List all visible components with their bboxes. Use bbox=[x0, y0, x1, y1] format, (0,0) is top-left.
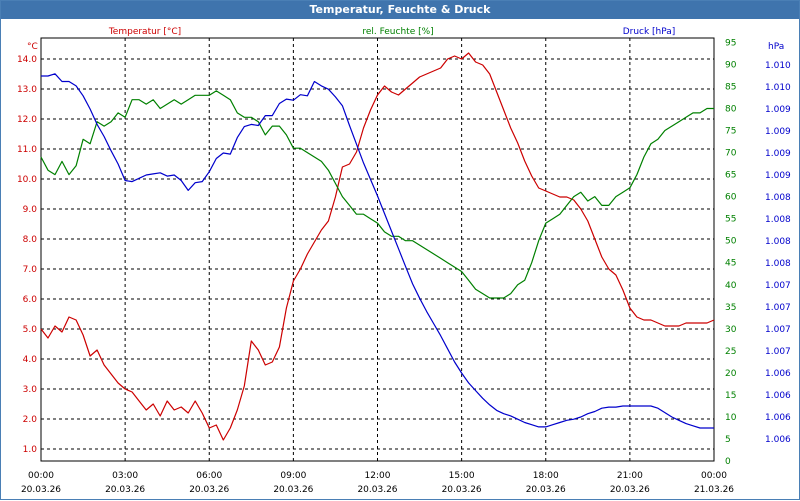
series-line-humidity bbox=[40, 90, 714, 299]
temperature-tick-label: 11.0 bbox=[17, 145, 37, 155]
temperature-tick-label: 14.0 bbox=[17, 55, 37, 65]
x-tick-date: 20.03.26 bbox=[273, 485, 313, 495]
x-tick-time: 00:00 bbox=[701, 471, 727, 481]
temperature-tick-label: 4.0 bbox=[23, 355, 38, 365]
x-tick-time: 21:00 bbox=[617, 471, 643, 481]
temperature-tick-label: 10.0 bbox=[17, 175, 37, 185]
humidity-tick-label: 10 bbox=[725, 413, 737, 423]
x-tick-date: 20.03.26 bbox=[357, 485, 397, 495]
humidity-tick-label: 50 bbox=[725, 237, 737, 247]
humidity-tick-label: 60 bbox=[725, 193, 737, 203]
humidity-tick-label: 45 bbox=[725, 259, 736, 269]
pressure-tick-label: 1.007 bbox=[765, 325, 791, 335]
x-tick-time: 18:00 bbox=[533, 471, 559, 481]
x-tick-time: 03:00 bbox=[112, 471, 138, 481]
pressure-tick-label: 1.006 bbox=[765, 391, 791, 401]
pressure-tick-label: 1.009 bbox=[765, 149, 791, 159]
x-tick-time: 12:00 bbox=[365, 471, 391, 481]
pressure-tick-label: 1.010 bbox=[765, 83, 791, 93]
humidity-tick-label: 80 bbox=[725, 105, 737, 115]
pressure-tick-label: 1.009 bbox=[765, 127, 791, 137]
humidity-axis-title: rel. Feuchte [%] bbox=[362, 27, 433, 37]
x-tick-date: 20.03.26 bbox=[442, 485, 482, 495]
x-tick-time: 00:00 bbox=[28, 471, 54, 481]
temperature-tick-label: 5.0 bbox=[23, 325, 38, 335]
x-tick-time: 06:00 bbox=[196, 471, 222, 481]
humidity-tick-label: 70 bbox=[725, 149, 737, 159]
pressure-tick-label: 1.008 bbox=[765, 193, 791, 203]
humidity-tick-label: 75 bbox=[725, 127, 736, 137]
humidity-tick-label: 95 bbox=[725, 38, 736, 48]
pressure-tick-label: 1.009 bbox=[765, 171, 791, 181]
pressure-tick-label: 1.009 bbox=[765, 105, 791, 115]
humidity-tick-label: 85 bbox=[725, 82, 736, 92]
x-tick-date: 20.03.26 bbox=[105, 485, 145, 495]
pressure-tick-label: 1.007 bbox=[765, 347, 791, 357]
pressure-tick-label: 1.010 bbox=[765, 61, 791, 71]
pressure-tick-label: 1.006 bbox=[765, 413, 791, 423]
pressure-tick-label: 1.006 bbox=[765, 435, 791, 445]
x-tick-date: 21.03.26 bbox=[694, 485, 734, 495]
humidity-tick-label: 5 bbox=[725, 435, 731, 445]
pressure-tick-label: 1.008 bbox=[765, 237, 791, 247]
pressure-tick-label: 1.006 bbox=[765, 369, 791, 379]
humidity-tick-label: 0 bbox=[725, 457, 731, 467]
temperature-tick-label: 6.0 bbox=[23, 295, 38, 305]
temperature-unit-label: °C bbox=[27, 42, 38, 52]
temperature-tick-label: 2.0 bbox=[23, 415, 38, 425]
temperature-tick-label: 9.0 bbox=[23, 205, 38, 215]
humidity-tick-label: 90 bbox=[725, 60, 737, 70]
humidity-tick-label: 35 bbox=[725, 303, 736, 313]
pressure-axis-title: Druck [hPa] bbox=[623, 27, 676, 37]
humidity-tick-label: 40 bbox=[725, 281, 737, 291]
temperature-tick-label: 3.0 bbox=[23, 385, 38, 395]
pressure-unit-label: hPa bbox=[768, 42, 784, 52]
pressure-tick-label: 1.007 bbox=[765, 281, 791, 291]
temperature-axis-title: Temperatur [°C] bbox=[108, 27, 181, 37]
temperature-tick-label: 7.0 bbox=[23, 265, 38, 275]
x-tick-time: 09:00 bbox=[280, 471, 306, 481]
pressure-tick-label: 1.007 bbox=[765, 303, 791, 313]
temperature-tick-label: 8.0 bbox=[23, 235, 38, 245]
humidity-tick-label: 30 bbox=[725, 325, 737, 335]
x-tick-time: 15:00 bbox=[449, 471, 475, 481]
humidity-tick-label: 55 bbox=[725, 215, 736, 225]
temperature-tick-label: 12.0 bbox=[17, 115, 37, 125]
x-tick-date: 20.03.26 bbox=[610, 485, 650, 495]
humidity-tick-label: 20 bbox=[725, 369, 737, 379]
temperature-tick-label: 1.0 bbox=[23, 445, 38, 455]
humidity-tick-label: 25 bbox=[725, 347, 736, 357]
humidity-tick-label: 65 bbox=[725, 171, 736, 181]
series-line-temperature bbox=[40, 52, 715, 441]
x-tick-date: 20.03.26 bbox=[21, 485, 61, 495]
x-tick-date: 20.03.26 bbox=[189, 485, 229, 495]
pressure-tick-label: 1.008 bbox=[765, 259, 791, 269]
humidity-tick-label: 15 bbox=[725, 391, 736, 401]
series-line-pressure bbox=[41, 73, 714, 429]
pressure-tick-label: 1.008 bbox=[765, 215, 791, 225]
x-tick-date: 20.03.26 bbox=[526, 485, 566, 495]
temperature-tick-label: 13.0 bbox=[17, 85, 37, 95]
chart-title: Temperatur, Feuchte & Druck bbox=[1, 1, 799, 19]
